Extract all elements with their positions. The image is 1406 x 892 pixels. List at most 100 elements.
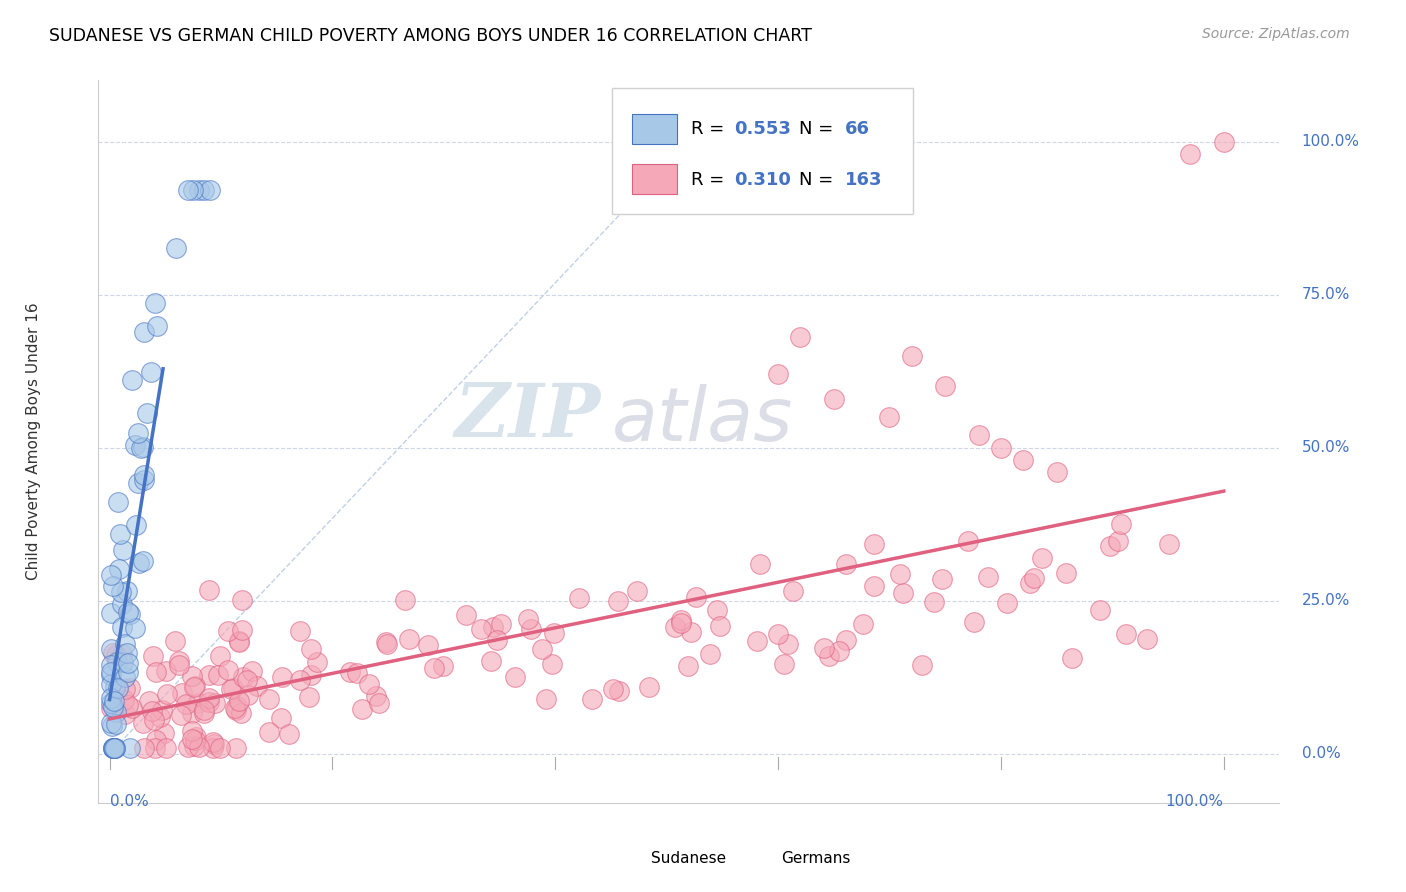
Point xyxy=(134,474,156,488)
Point xyxy=(100,701,122,715)
Point xyxy=(177,739,200,754)
Point xyxy=(165,241,187,255)
Point xyxy=(100,677,122,691)
Point xyxy=(231,623,253,637)
Point xyxy=(891,586,914,600)
Point xyxy=(482,620,505,634)
Point xyxy=(520,622,543,636)
Point xyxy=(184,730,207,744)
Point xyxy=(118,681,141,696)
Point xyxy=(112,693,135,707)
Text: Sudanese: Sudanese xyxy=(651,851,727,866)
Point xyxy=(103,694,125,708)
Point xyxy=(107,494,129,508)
Point xyxy=(766,626,789,640)
Point xyxy=(152,726,174,740)
Point xyxy=(609,683,631,698)
Point xyxy=(782,584,804,599)
Point xyxy=(198,582,221,597)
Point xyxy=(503,670,526,684)
Point xyxy=(228,635,250,649)
Point xyxy=(352,702,374,716)
Text: ZIP: ZIP xyxy=(454,380,600,452)
Point xyxy=(105,716,128,731)
Point xyxy=(129,441,152,455)
Text: 0.553: 0.553 xyxy=(734,120,790,138)
Point xyxy=(581,691,603,706)
Point xyxy=(108,561,131,575)
Point xyxy=(125,517,148,532)
Point xyxy=(124,437,146,451)
Point xyxy=(1109,517,1132,532)
Point xyxy=(100,668,122,682)
Point xyxy=(776,637,799,651)
Point xyxy=(141,704,163,718)
Point xyxy=(470,622,492,636)
Point xyxy=(224,700,246,714)
Point xyxy=(202,737,225,751)
Point xyxy=(103,579,125,593)
Point xyxy=(104,740,127,755)
Point xyxy=(111,647,134,661)
FancyBboxPatch shape xyxy=(633,164,678,194)
Point xyxy=(135,406,157,420)
Point xyxy=(1018,576,1040,591)
Point xyxy=(167,654,190,668)
Point xyxy=(118,607,141,622)
Point xyxy=(225,740,247,755)
Point xyxy=(176,697,198,711)
Point xyxy=(364,689,387,703)
Point xyxy=(967,428,990,442)
Point xyxy=(142,648,165,663)
Point xyxy=(900,349,922,363)
Point xyxy=(235,673,257,687)
Point xyxy=(180,706,202,721)
Point xyxy=(114,707,136,722)
Text: 100.0%: 100.0% xyxy=(1166,794,1223,809)
Point xyxy=(111,655,134,669)
Point xyxy=(676,659,699,673)
Point xyxy=(105,648,128,663)
Point xyxy=(669,615,692,630)
Point xyxy=(664,619,686,633)
Point xyxy=(110,584,132,599)
Point xyxy=(257,692,280,706)
Point xyxy=(288,624,311,638)
Point xyxy=(863,579,886,593)
Point xyxy=(995,595,1018,609)
Point xyxy=(637,680,659,694)
Point xyxy=(128,557,150,571)
Point xyxy=(543,626,565,640)
Point xyxy=(225,703,247,717)
Point xyxy=(101,646,124,660)
Text: 0.0%: 0.0% xyxy=(110,794,148,809)
Text: N =: N = xyxy=(799,171,839,189)
Point xyxy=(142,713,165,727)
Point xyxy=(305,655,328,669)
Text: Source: ZipAtlas.com: Source: ZipAtlas.com xyxy=(1202,27,1350,41)
Point xyxy=(167,658,190,673)
Point xyxy=(423,661,446,675)
Point xyxy=(198,695,221,709)
Point xyxy=(193,184,215,198)
Point xyxy=(699,648,721,662)
Point xyxy=(1088,602,1111,616)
Point xyxy=(277,726,299,740)
Point xyxy=(1012,453,1035,467)
Point xyxy=(298,690,321,704)
Point xyxy=(359,676,381,690)
Point xyxy=(1060,651,1083,665)
Point xyxy=(863,536,886,550)
Point xyxy=(606,594,628,608)
Point xyxy=(217,624,239,638)
Point xyxy=(117,656,139,670)
Point xyxy=(105,656,128,670)
Point xyxy=(184,679,207,693)
Text: SUDANESE VS GERMAN CHILD POVERTY AMONG BOYS UNDER 16 CORRELATION CHART: SUDANESE VS GERMAN CHILD POVERTY AMONG B… xyxy=(49,27,813,45)
Point xyxy=(193,703,215,717)
Point xyxy=(117,665,139,679)
Point xyxy=(111,543,134,558)
Point xyxy=(150,703,173,717)
Point xyxy=(202,735,225,749)
Point xyxy=(977,570,1000,584)
